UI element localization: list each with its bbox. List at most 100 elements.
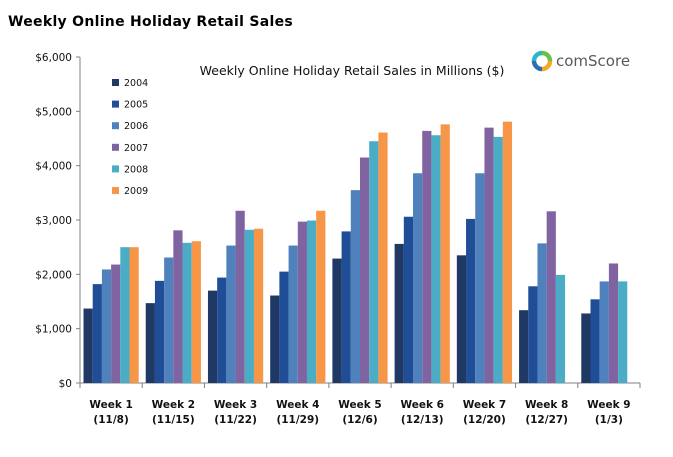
bar-2007 (546, 211, 556, 383)
bar-2007 (111, 264, 121, 383)
comscore-logo-text: comScore (556, 52, 630, 70)
bar-2006 (164, 257, 174, 383)
bar-2009 (378, 132, 388, 383)
chart-legend: 2004 2005 2006 2007 2008 2009 (112, 78, 148, 197)
page-title: Weekly Online Holiday Retail Sales (8, 14, 294, 30)
comscore-logo-mark (531, 50, 553, 72)
bar-2008 (306, 220, 317, 383)
bar-2009 (502, 121, 513, 383)
logo-ring-segment (541, 60, 553, 72)
x-tick-label: (12/13) (401, 414, 444, 426)
bar-2007 (235, 210, 245, 383)
x-tick-label: (1/3) (595, 414, 623, 426)
legend-label: 2009 (124, 186, 148, 197)
bar-2008 (182, 242, 192, 383)
logo-ring-segment (531, 60, 543, 72)
bar-2008 (618, 281, 628, 383)
bar-2005 (466, 218, 476, 383)
legend-swatch-2007 (112, 143, 119, 151)
bar-2009 (191, 241, 201, 383)
y-tick-label: $2,000 (35, 269, 72, 281)
bar-2006 (413, 173, 423, 383)
bar-2009 (129, 247, 139, 383)
bar-2005 (403, 216, 414, 383)
bar-2008 (369, 141, 379, 383)
bar-2007 (360, 157, 370, 383)
x-tick-label: (11/15) (152, 414, 195, 426)
x-tick-label: Week 1 (89, 399, 132, 411)
logo-ring-segment (541, 50, 553, 62)
x-tick-label: Week 4 (276, 399, 319, 411)
bar-2004 (581, 313, 591, 383)
bar-2004 (519, 310, 529, 383)
bar-2007 (173, 230, 183, 383)
legend-label: 2005 (124, 100, 148, 111)
logo-ring-segment (531, 50, 543, 62)
legend-swatch-2004 (112, 79, 119, 86)
x-tick-label: (12/27) (525, 414, 568, 426)
x-tick-label: Week 9 (587, 399, 630, 411)
x-tick-label: (12/6) (342, 414, 377, 426)
legend-label: 2008 (124, 164, 148, 175)
x-tick-label: (11/22) (214, 414, 257, 426)
bar-2006 (226, 245, 236, 383)
bar-2006 (537, 243, 547, 383)
bar-2005 (590, 299, 600, 383)
legend-label: 2006 (124, 121, 148, 132)
x-tick-label: (12/20) (463, 414, 506, 426)
y-axis-ticks: $0 $1,000 $2,000 $3,000 $4,000 $5,000 $6,000 (35, 52, 80, 390)
bar-2009 (253, 228, 264, 383)
x-tick-label: Week 8 (525, 399, 568, 411)
bar-2004 (332, 258, 342, 383)
y-tick-label: $0 (59, 378, 72, 390)
x-tick-label: (11/29) (276, 414, 319, 426)
bar-2008 (120, 247, 130, 383)
bar-2006 (288, 245, 298, 383)
comscore-logo: comScore (531, 50, 630, 72)
y-tick-label: $5,000 (35, 106, 72, 118)
x-tick-label: Week 2 (152, 399, 195, 411)
bar-2006 (350, 190, 360, 383)
bar-2005 (528, 286, 538, 383)
chart-bars (83, 121, 628, 384)
y-tick-label: $3,000 (35, 215, 72, 227)
x-tick-label: Week 3 (214, 399, 257, 411)
bar-2007 (608, 263, 619, 383)
x-tick-label: (11/8) (93, 414, 128, 426)
legend-swatch-2008 (112, 165, 119, 173)
x-tick-label: Week 5 (338, 399, 381, 411)
bar-2004 (456, 255, 467, 383)
legend-label: 2007 (124, 143, 148, 154)
bar-2004 (207, 290, 218, 383)
bar-2007 (484, 127, 494, 383)
bar-2008 (493, 136, 503, 383)
bar-2009 (440, 124, 450, 384)
bar-2008 (244, 229, 254, 383)
chart-title: Weekly Online Holiday Retail Sales in Mi… (200, 63, 505, 78)
x-tick-label: Week 7 (463, 399, 506, 411)
bar-2005 (154, 280, 165, 383)
bar-2008 (555, 274, 566, 383)
y-tick-label: $6,000 (35, 52, 72, 64)
bar-2005 (217, 277, 227, 383)
bar-2005 (279, 271, 289, 383)
bar-2005 (92, 284, 102, 383)
legend-swatch-2009 (112, 187, 119, 194)
bar-2009 (316, 210, 326, 383)
legend-swatch-2005 (112, 100, 119, 108)
bar-2007 (422, 130, 432, 383)
legend-label: 2004 (124, 78, 148, 89)
legend-swatch-2006 (112, 122, 119, 130)
bar-2008 (431, 135, 441, 383)
y-tick-label: $1,000 (35, 324, 72, 336)
y-tick-label: $4,000 (35, 161, 72, 173)
x-tick-label: Week 6 (401, 399, 444, 411)
bar-2004 (83, 308, 93, 383)
bar-2007 (297, 221, 307, 383)
bar-2004 (394, 243, 404, 383)
bar-2004 (270, 295, 280, 383)
bar-2004 (145, 303, 155, 383)
bar-2005 (341, 231, 351, 383)
bar-2006 (475, 173, 485, 383)
